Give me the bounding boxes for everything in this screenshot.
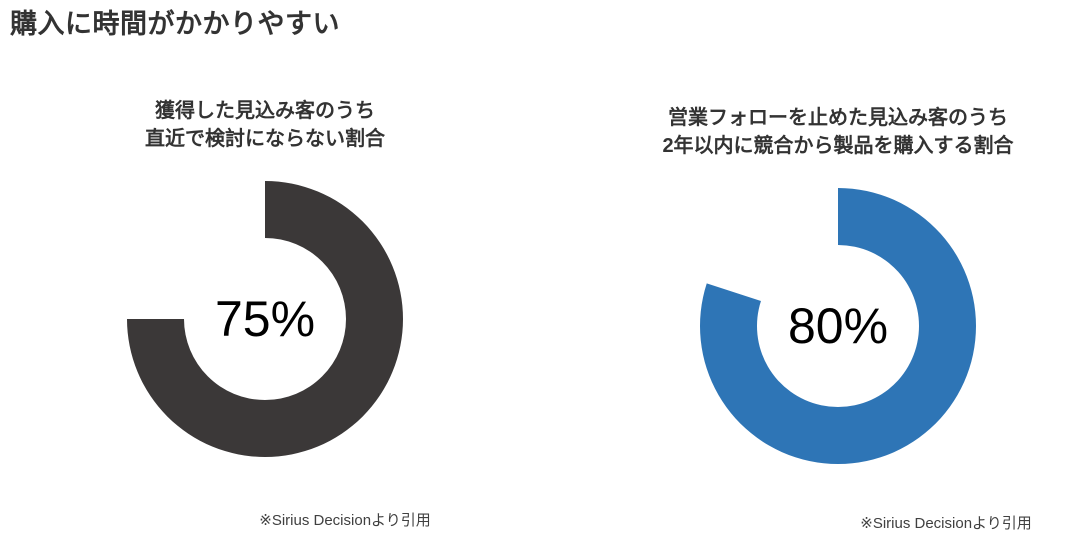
chart-left: 獲得した見込み客のうち 直近で検討にならない割合 75% ※Sirius Dec… xyxy=(55,97,475,530)
page-title: 購入に時間がかかりやすい xyxy=(10,9,340,39)
chart-left-caption-line-1: 獲得した見込み客のうち xyxy=(155,100,375,122)
chart-left-caption: 獲得した見込み客のうち 直近で検討にならない割合 xyxy=(55,97,475,153)
source-footnote-left: ※Sirius Decisionより引用 xyxy=(259,512,431,529)
chart-left-caption-line-2: 直近で検討にならない割合 xyxy=(145,128,385,150)
chart-right-caption-line-2: 2年以内に競合から製品を購入する割合 xyxy=(662,135,1014,157)
donut-chart-right: 80% xyxy=(698,186,978,466)
donut-segment-right xyxy=(699,188,976,464)
chart-right: 営業フォローを止めた見込み客のうち 2年以内に競合から製品を購入する割合 80%… xyxy=(628,104,1048,533)
chart-right-caption-line-1: 営業フォローを止めた見込み客のうち xyxy=(668,107,1008,129)
chart-right-caption: 営業フォローを止めた見込み客のうち 2年以内に競合から製品を購入する割合 xyxy=(628,104,1048,160)
donut-segment-left xyxy=(127,181,403,457)
donut-chart-left: 75% xyxy=(125,179,405,459)
source-footnote-right: ※Sirius Decisionより引用 xyxy=(860,515,1032,532)
